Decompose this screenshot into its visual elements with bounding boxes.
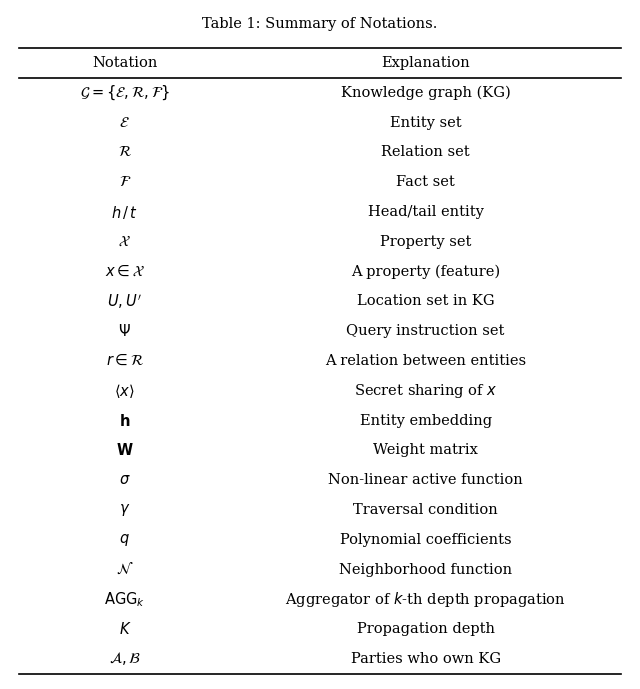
Text: $\sigma$: $\sigma$: [119, 473, 131, 487]
Text: Property set: Property set: [380, 235, 471, 249]
Text: Non-linear active function: Non-linear active function: [328, 473, 523, 487]
Text: Traversal condition: Traversal condition: [353, 503, 498, 517]
Text: Knowledge graph (KG): Knowledge graph (KG): [340, 85, 511, 100]
Text: Entity embedding: Entity embedding: [360, 413, 492, 428]
Text: $\mathbf{h}$: $\mathbf{h}$: [119, 413, 131, 429]
Text: Head/tail entity: Head/tail entity: [367, 205, 484, 219]
Text: Aggregator of $k$-th depth propagation: Aggregator of $k$-th depth propagation: [285, 590, 566, 609]
Text: Parties who own KG: Parties who own KG: [351, 652, 500, 666]
Text: $\langle x \rangle$: $\langle x \rangle$: [115, 382, 135, 400]
Text: $\mathcal{E}$: $\mathcal{E}$: [120, 116, 130, 130]
Text: A property (feature): A property (feature): [351, 265, 500, 279]
Text: Explanation: Explanation: [381, 56, 470, 70]
Text: $U, U'$: $U, U'$: [108, 292, 142, 311]
Text: $\Psi$: $\Psi$: [118, 323, 131, 339]
Text: $\mathcal{R}$: $\mathcal{R}$: [118, 145, 132, 159]
Text: Secret sharing of $x$: Secret sharing of $x$: [354, 382, 497, 400]
Text: $h\,/\,t$: $h\,/\,t$: [111, 203, 138, 220]
Text: Location set in KG: Location set in KG: [356, 294, 495, 309]
Text: Table 1: Summary of Notations.: Table 1: Summary of Notations.: [202, 17, 438, 31]
Text: Notation: Notation: [92, 56, 157, 70]
Text: Fact set: Fact set: [396, 175, 455, 189]
Text: $x \in \mathcal{X}$: $x \in \mathcal{X}$: [105, 265, 145, 279]
Text: Polynomial coefficients: Polynomial coefficients: [340, 533, 511, 547]
Text: $\mathbf{W}$: $\mathbf{W}$: [116, 442, 134, 458]
Text: Propagation depth: Propagation depth: [356, 622, 495, 636]
Text: A relation between entities: A relation between entities: [325, 354, 526, 368]
Text: $\mathcal{G} = \{\mathcal{E}, \mathcal{R}, \mathcal{F}\}$: $\mathcal{G} = \{\mathcal{E}, \mathcal{R…: [79, 83, 170, 102]
Text: Neighborhood function: Neighborhood function: [339, 563, 512, 577]
Text: $\mathcal{F}$: $\mathcal{F}$: [118, 175, 131, 189]
Text: Weight matrix: Weight matrix: [373, 444, 478, 457]
Text: Query instruction set: Query instruction set: [346, 325, 505, 338]
Text: $\mathcal{X}$: $\mathcal{X}$: [118, 235, 131, 249]
Text: $\mathcal{N}$: $\mathcal{N}$: [116, 562, 134, 577]
Text: $\gamma$: $\gamma$: [119, 502, 131, 518]
Text: $\mathcal{A}, \mathcal{B}$: $\mathcal{A}, \mathcal{B}$: [109, 650, 141, 668]
Text: $\mathrm{AGG}_k$: $\mathrm{AGG}_k$: [104, 590, 145, 608]
Text: Relation set: Relation set: [381, 145, 470, 159]
Text: $q$: $q$: [120, 532, 130, 548]
Text: $K$: $K$: [118, 621, 131, 637]
Text: Entity set: Entity set: [390, 116, 461, 130]
Text: $r \in \mathcal{R}$: $r \in \mathcal{R}$: [106, 354, 144, 368]
